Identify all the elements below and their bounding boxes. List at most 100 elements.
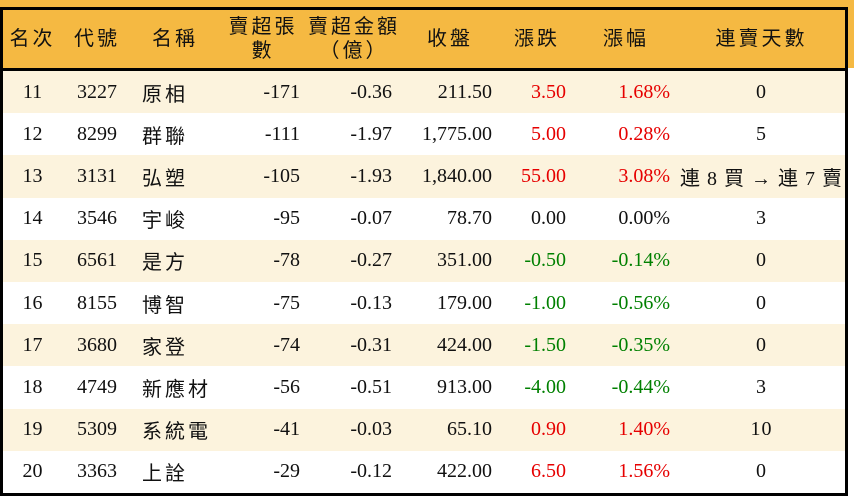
cell-stock-name: 上詮 <box>142 463 188 486</box>
cell-stock-code: 8299 <box>77 122 117 145</box>
cell-price-change: 5.00 <box>531 122 566 145</box>
cell-net-sell-volume: -41 <box>273 418 300 441</box>
cell-change-percent: -0.56% <box>611 291 670 314</box>
cell-change-percent: -0.14% <box>611 249 670 272</box>
column-header-days: 連賣天數 <box>715 28 808 50</box>
cell-price-change: 55.00 <box>521 165 566 187</box>
table-row: 16 8155 博智 -75 -0.13 179.00 -1.00 -0.56%… <box>3 282 845 325</box>
cell-rank: 15 <box>22 249 43 272</box>
cell-stock-name: 原相 <box>142 83 188 106</box>
cell-net-sell-amount: -0.13 <box>350 291 392 314</box>
cell-rank: 16 <box>22 291 43 314</box>
table-row: 20 3363 上詮 -29 -0.12 422.00 6.50 1.56% 0 <box>3 450 845 494</box>
cell-stock-code: 5309 <box>77 418 117 441</box>
cell-stock-name: 系統電 <box>142 421 211 444</box>
cell-close-price: 913.00 <box>437 376 492 399</box>
table-row: 17 3680 家登 -74 -0.31 424.00 -1.50 -0.35%… <box>3 324 845 367</box>
cell-net-sell-volume: -56 <box>273 376 300 399</box>
cell-stock-name: 博智 <box>142 294 188 317</box>
cell-rank: 18 <box>22 376 43 399</box>
cell-net-sell-amount: -0.51 <box>350 376 392 399</box>
cell-price-change: 6.50 <box>531 460 566 483</box>
cell-stock-code: 8155 <box>77 291 117 314</box>
column-header-rank: 名次 <box>9 28 56 50</box>
cell-close-price: 424.00 <box>437 333 492 356</box>
cell-net-sell-volume: -29 <box>273 460 300 483</box>
cell-price-change: 3.50 <box>531 80 566 103</box>
cell-consecutive-sell-days: 10 <box>750 418 773 441</box>
cell-close-price: 1,840.00 <box>422 165 492 187</box>
cell-consecutive-sell-days: 3 <box>756 376 767 399</box>
cell-consecutive-sell-days: 0 <box>756 249 767 272</box>
cell-rank: 19 <box>22 418 43 441</box>
column-header-code: 代號 <box>74 28 120 50</box>
cell-stock-code: 6561 <box>77 249 117 272</box>
cell-change-percent: 1.56% <box>618 460 670 483</box>
column-header-name: 名稱 <box>152 28 198 50</box>
cell-rank: 14 <box>22 207 43 230</box>
cell-stock-code: 3131 <box>77 165 117 187</box>
cell-consecutive-sell-days: 0 <box>756 460 767 483</box>
cell-price-change: -1.00 <box>524 291 566 314</box>
cell-consecutive-sell-days: 0 <box>756 291 767 314</box>
table-row: 19 5309 系統電 -41 -0.03 65.10 0.90 1.40% 1… <box>3 408 845 451</box>
cell-stock-code: 3546 <box>77 207 117 230</box>
cell-stock-name: 群聯 <box>142 125 188 148</box>
cell-price-change: -4.00 <box>524 376 566 399</box>
cell-consecutive-sell-days: 0 <box>756 80 767 103</box>
cell-rank: 11 <box>22 80 43 103</box>
cell-close-price: 179.00 <box>437 291 492 314</box>
table-row: 11 3227 原相 -171 -0.36 211.50 3.50 1.68% … <box>3 71 845 114</box>
cell-net-sell-amount: -0.07 <box>350 207 392 230</box>
cell-net-sell-volume: -74 <box>273 333 300 356</box>
column-header-amount-line2: （億） <box>319 40 389 62</box>
table-row: 15 6561 是方 -78 -0.27 351.00 -0.50 -0.14%… <box>3 239 845 283</box>
cell-change-percent: 1.40% <box>618 418 670 441</box>
cell-price-change: 0.00 <box>531 207 566 230</box>
cell-net-sell-amount: -0.03 <box>350 418 392 441</box>
cell-close-price: 65.10 <box>447 418 492 441</box>
cell-net-sell-volume: -95 <box>273 207 300 230</box>
cell-consecutive-sell-days: 0 <box>756 333 767 356</box>
cell-consecutive-sell-days: 5 <box>756 122 767 145</box>
column-header-amount: 賣超金額 （億） <box>308 15 400 63</box>
cell-close-price: 1,775.00 <box>422 122 492 145</box>
column-header-volume: 賣超張數 <box>228 16 298 62</box>
column-header-close: 收盤 <box>427 28 473 50</box>
column-header-change: 漲跌 <box>514 28 560 50</box>
cell-close-price: 422.00 <box>437 460 492 483</box>
table-row: 18 4749 新應材 -56 -0.51 913.00 -4.00 -0.44… <box>3 366 845 409</box>
cell-net-sell-amount: -1.97 <box>350 122 392 145</box>
cell-net-sell-volume: -171 <box>263 80 300 103</box>
table-row: 13 3131 弘塑 -105 -1.93 1,840.00 55.00 3.0… <box>3 155 845 198</box>
cell-stock-name: 弘塑 <box>142 168 188 190</box>
cell-change-percent: -0.44% <box>611 376 670 399</box>
cell-net-sell-amount: -1.93 <box>350 165 392 187</box>
cell-change-percent: 1.68% <box>618 80 670 103</box>
cell-net-sell-volume: -111 <box>264 122 300 145</box>
table-row: 14 3546 宇峻 -95 -0.07 78.70 0.00 0.00% 3 <box>3 197 845 240</box>
cell-stock-name: 是方 <box>142 252 188 275</box>
cell-consecutive-sell-days: 連 8 買 → 連 7 賣 <box>680 168 843 190</box>
cell-close-price: 211.50 <box>437 80 492 103</box>
cell-change-percent: -0.35% <box>611 333 670 356</box>
column-header-pct: 漲幅 <box>603 28 649 50</box>
cell-change-percent: 0.28% <box>618 122 670 145</box>
cell-rank: 17 <box>22 333 43 356</box>
cell-rank: 20 <box>22 460 43 483</box>
cell-net-sell-volume: -78 <box>273 249 300 272</box>
cell-net-sell-volume: -75 <box>273 291 300 314</box>
cell-net-sell-amount: -0.31 <box>350 333 392 356</box>
table-header-row: 名次 代號 名稱 賣超張數 賣超金額 （億） 收盤 漲跌 漲幅 連賣天數 <box>3 10 845 71</box>
cell-close-price: 351.00 <box>437 249 492 272</box>
table-row: 12 8299 群聯 -111 -1.97 1,775.00 5.00 0.28… <box>3 113 845 156</box>
cell-price-change: 0.90 <box>531 418 566 441</box>
table-body: 11 3227 原相 -171 -0.36 211.50 3.50 1.68% … <box>3 71 845 494</box>
cell-net-sell-amount: -0.12 <box>350 460 392 483</box>
cell-change-percent: 0.00% <box>618 207 670 230</box>
cell-stock-code: 3680 <box>77 333 117 356</box>
sell-rank-table: 名次 代號 名稱 賣超張數 賣超金額 （億） 收盤 漲跌 漲幅 連賣天數 11 … <box>0 7 848 496</box>
cell-stock-code: 4749 <box>77 376 117 399</box>
cell-net-sell-amount: -0.36 <box>350 80 392 103</box>
